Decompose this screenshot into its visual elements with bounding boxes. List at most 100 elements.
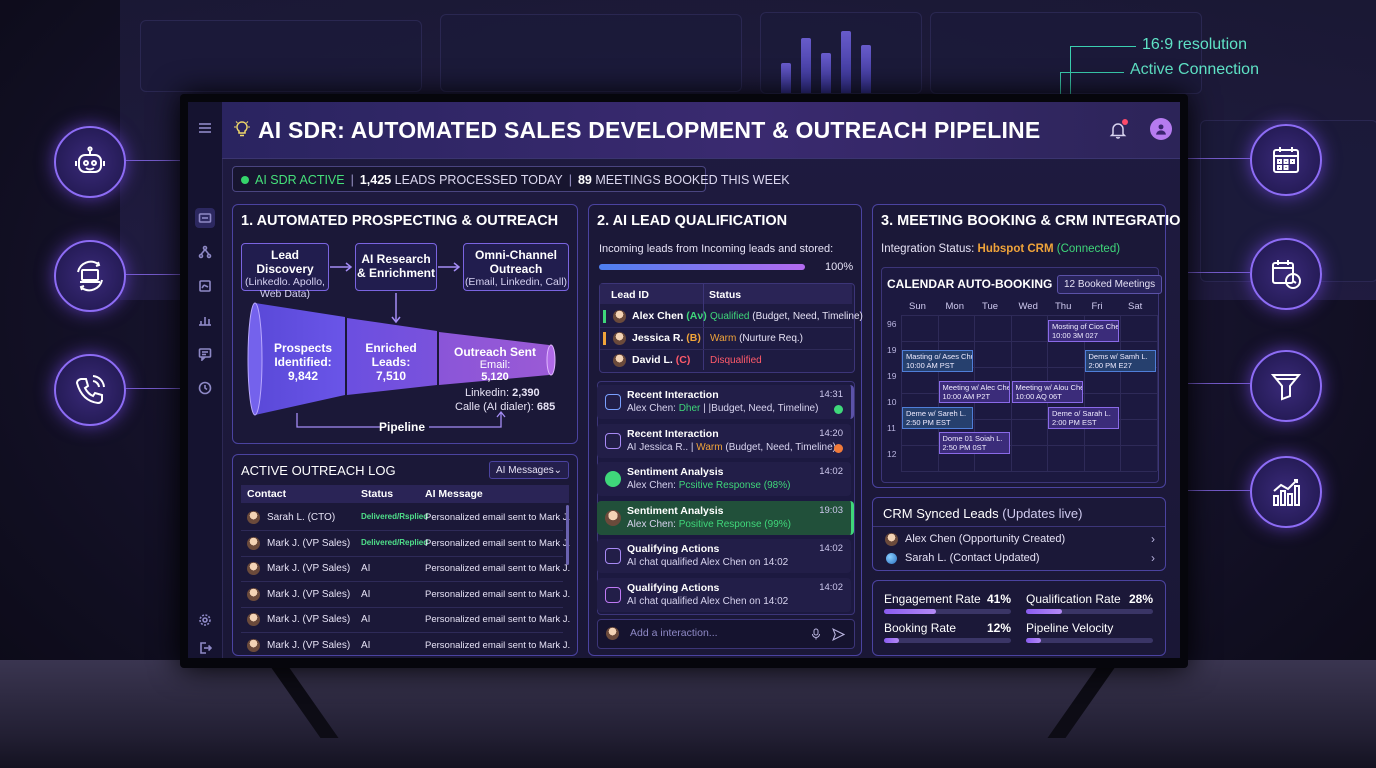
contact-globe-icon: [886, 553, 897, 564]
calendar-event-time: 2:00 PM E27: [1088, 361, 1132, 371]
microphone-icon[interactable]: [810, 628, 822, 640]
ai-research-step[interactable]: AI Research & Enrichment: [355, 243, 437, 291]
nav-dashboard-icon[interactable]: [195, 208, 215, 228]
interaction-item[interactable]: Recent Interaction AI Jessica R.. | Warm …: [597, 423, 851, 458]
crm-state: (Connected): [1056, 243, 1121, 255]
row-ai-message: Personalized email sent to Mark J.: [425, 588, 571, 600]
col-status: Status: [361, 488, 394, 500]
linkedin-label: Linkedin:: [465, 387, 510, 399]
background-dashboard-panel: [440, 14, 742, 92]
row-divider: [241, 555, 563, 557]
row-status: Delivered/Rsplied: [361, 512, 429, 521]
calendar-event[interactable]: Dems w/ Samh L. 2:00 PM E27: [1084, 350, 1156, 373]
calendar-event[interactable]: Deme w/ Sareh L. 2:50 PM EST: [902, 407, 973, 430]
qualification-rate-label: Qualification Rate: [1026, 592, 1121, 606]
ai-messages-filter-label: AI Messages: [496, 465, 554, 476]
calendar-event-time: 10:00 AM PST: [906, 361, 955, 371]
crm-item[interactable]: Alex Chen (Opportunity Created) ›: [883, 532, 1159, 548]
logout-icon[interactable]: [195, 638, 215, 658]
settings-gear-icon[interactable]: [195, 610, 215, 630]
row-ai-message: Personalized email sent to Mark J.: [425, 563, 571, 574]
crm-divider: [873, 526, 1165, 527]
integration-label: Integration Status:: [881, 243, 975, 255]
avatar: [247, 511, 260, 524]
calendar-event[interactable]: Mosting of Cios Chen 10:00 3M 027: [1048, 320, 1119, 343]
nav-history-icon[interactable]: [195, 378, 215, 398]
avatar: [885, 533, 898, 546]
notification-bell-icon[interactable]: [1108, 120, 1128, 140]
interaction-item[interactable]: Sentiment Analysis Alex Chen: Positive Re…: [597, 500, 854, 535]
icon-connector: [1188, 272, 1250, 273]
engagement-bar-fill: [884, 609, 937, 614]
calle-value: 685: [536, 401, 556, 413]
table-row[interactable]: Mark J. (VP Sales) Delivered/Replied Perso…: [241, 533, 570, 557]
omni-channel-step[interactable]: Omni-Channel Outreach (Email, Linkedin, …: [463, 243, 569, 291]
row-divider: [241, 530, 563, 531]
ai-messages-filter[interactable]: AI Messages ⌄: [489, 461, 569, 479]
calendar-gridline: [901, 341, 1157, 342]
table-row[interactable]: Mark J. (VP Sales) AI Personalized email s…: [241, 558, 570, 582]
nav-analytics-icon[interactable]: [195, 310, 215, 330]
interaction-title: Qualifying Actions: [627, 543, 720, 555]
user-avatar[interactable]: [1150, 118, 1172, 140]
row-contact: Mark J. (VP Sales): [267, 563, 351, 574]
nav-network-icon[interactable]: [195, 242, 215, 262]
table-row[interactable]: Mark J. (VP Sales) AI Personalized email s…: [241, 609, 570, 633]
calendar-hour-label: 11: [887, 423, 896, 433]
calendar-day-label: Thu: [1055, 301, 1072, 312]
nav-messages-icon[interactable]: [195, 344, 215, 364]
app-header: AI SDR: AUTOMATED SALES DEVELOPMENT & OU…: [222, 102, 1180, 159]
calendar-icon: [1250, 124, 1322, 196]
table-row[interactable]: Mark J. (VP Sales) AI Personalized email s…: [241, 584, 570, 608]
calendar-event-time: 2:50 PM EST: [906, 418, 951, 428]
stage-prospects-label: Prospects Identified:: [273, 341, 333, 369]
calendar-event[interactable]: Masting o/ Ases Chun 10:00 AM PST: [902, 350, 973, 373]
lead-row[interactable]: David L. (C) Disqualified: [600, 350, 852, 371]
lead-row[interactable]: Alex Chen (Aν) Qualified (Budget, Need, T…: [600, 306, 863, 328]
calendar-event[interactable]: Dome 01 Soiah L. 2:50 PM 0ST: [938, 432, 1010, 454]
calendar-title: CALENDAR AUTO-BOOKING: [887, 277, 1053, 291]
interaction-item[interactable]: Recent Interaction Alex Chen: Dher | |Bud…: [597, 385, 854, 419]
stage-enriched-label: Enriched Leads:: [365, 341, 417, 369]
row-status: Delivered/Replied: [361, 537, 429, 547]
calendar-hour-label: 19: [887, 371, 897, 381]
row-contact: Mark J. (VP Sales): [267, 537, 351, 549]
avatar: [606, 627, 619, 640]
lead-grade: (C): [675, 354, 691, 366]
avatar-icon: [605, 509, 621, 526]
crm-name: Hubspot CRM: [977, 243, 1054, 255]
scrollbar[interactable]: [566, 505, 569, 565]
row-status: AI: [361, 614, 371, 625]
chevron-right-icon: ›: [1151, 551, 1155, 565]
lead-discovery-step[interactable]: Lead Discovery (Linkedlo. Apollo, Web Da…: [241, 243, 329, 300]
interaction-input[interactable]: Add a interaction...: [597, 619, 855, 649]
interaction-item[interactable]: Sentiment Analysis Alex Chen: Pcsitive Re…: [597, 462, 851, 496]
send-icon[interactable]: [832, 628, 845, 641]
interaction-item[interactable]: Qualifying Actions AI chat qualified Alex…: [597, 577, 851, 612]
booked-meetings-badge[interactable]: 12 Booked Meetings: [1057, 275, 1163, 294]
background-dashboard-panel: [760, 12, 922, 94]
calendar-event-title: Meeting w/ Alou Chen: [1015, 383, 1083, 393]
menu-icon[interactable]: [195, 118, 215, 138]
table-row[interactable]: Sarah L. (CTO) Delivered/Rsplied Personali…: [241, 507, 570, 531]
calendar-event[interactable]: Meeting w/ Alou Chen 10:00 AQ 06T: [1011, 381, 1083, 404]
interaction-time: 14:20: [819, 427, 843, 439]
interaction-item[interactable]: Qualifying Actions AI chat qualified Alex…: [597, 539, 851, 573]
icon-connector: [1188, 158, 1250, 159]
leads-label: LEADS PROCESSED TODAY: [394, 173, 563, 187]
lead-status-marker: [603, 332, 606, 345]
icon-connector: [120, 388, 180, 389]
calendar-event[interactable]: Deme o/ Sarah L. 2:00 PM EST: [1048, 407, 1119, 430]
calendar-event[interactable]: Meeting w/ Alec Chen 10:00 AM P2T: [938, 381, 1010, 404]
calendar-gridline: [901, 445, 1157, 446]
prospecting-title: 1. AUTOMATED PROSPECTING & OUTREACH: [241, 213, 559, 229]
integration-status: Integration Status: Hubspot CRM (Connect…: [881, 243, 1120, 255]
lead-row[interactable]: Jessica R. (B) Warm (Nurture Req.): [600, 328, 852, 350]
table-row[interactable]: Mark J. (VP Sales) AI Personalized email s…: [241, 635, 570, 658]
lead-status: Qualified: [710, 311, 750, 322]
lead-status: Warm: [710, 333, 737, 344]
crm-item[interactable]: Sarah L. (Contact Updated) ›: [883, 551, 1159, 567]
nav-reports-icon[interactable]: [195, 276, 215, 296]
pipeline-velocity-bar-fill: [1026, 638, 1042, 643]
stage-prospects: Prospects Identified: 9,842: [265, 341, 341, 383]
